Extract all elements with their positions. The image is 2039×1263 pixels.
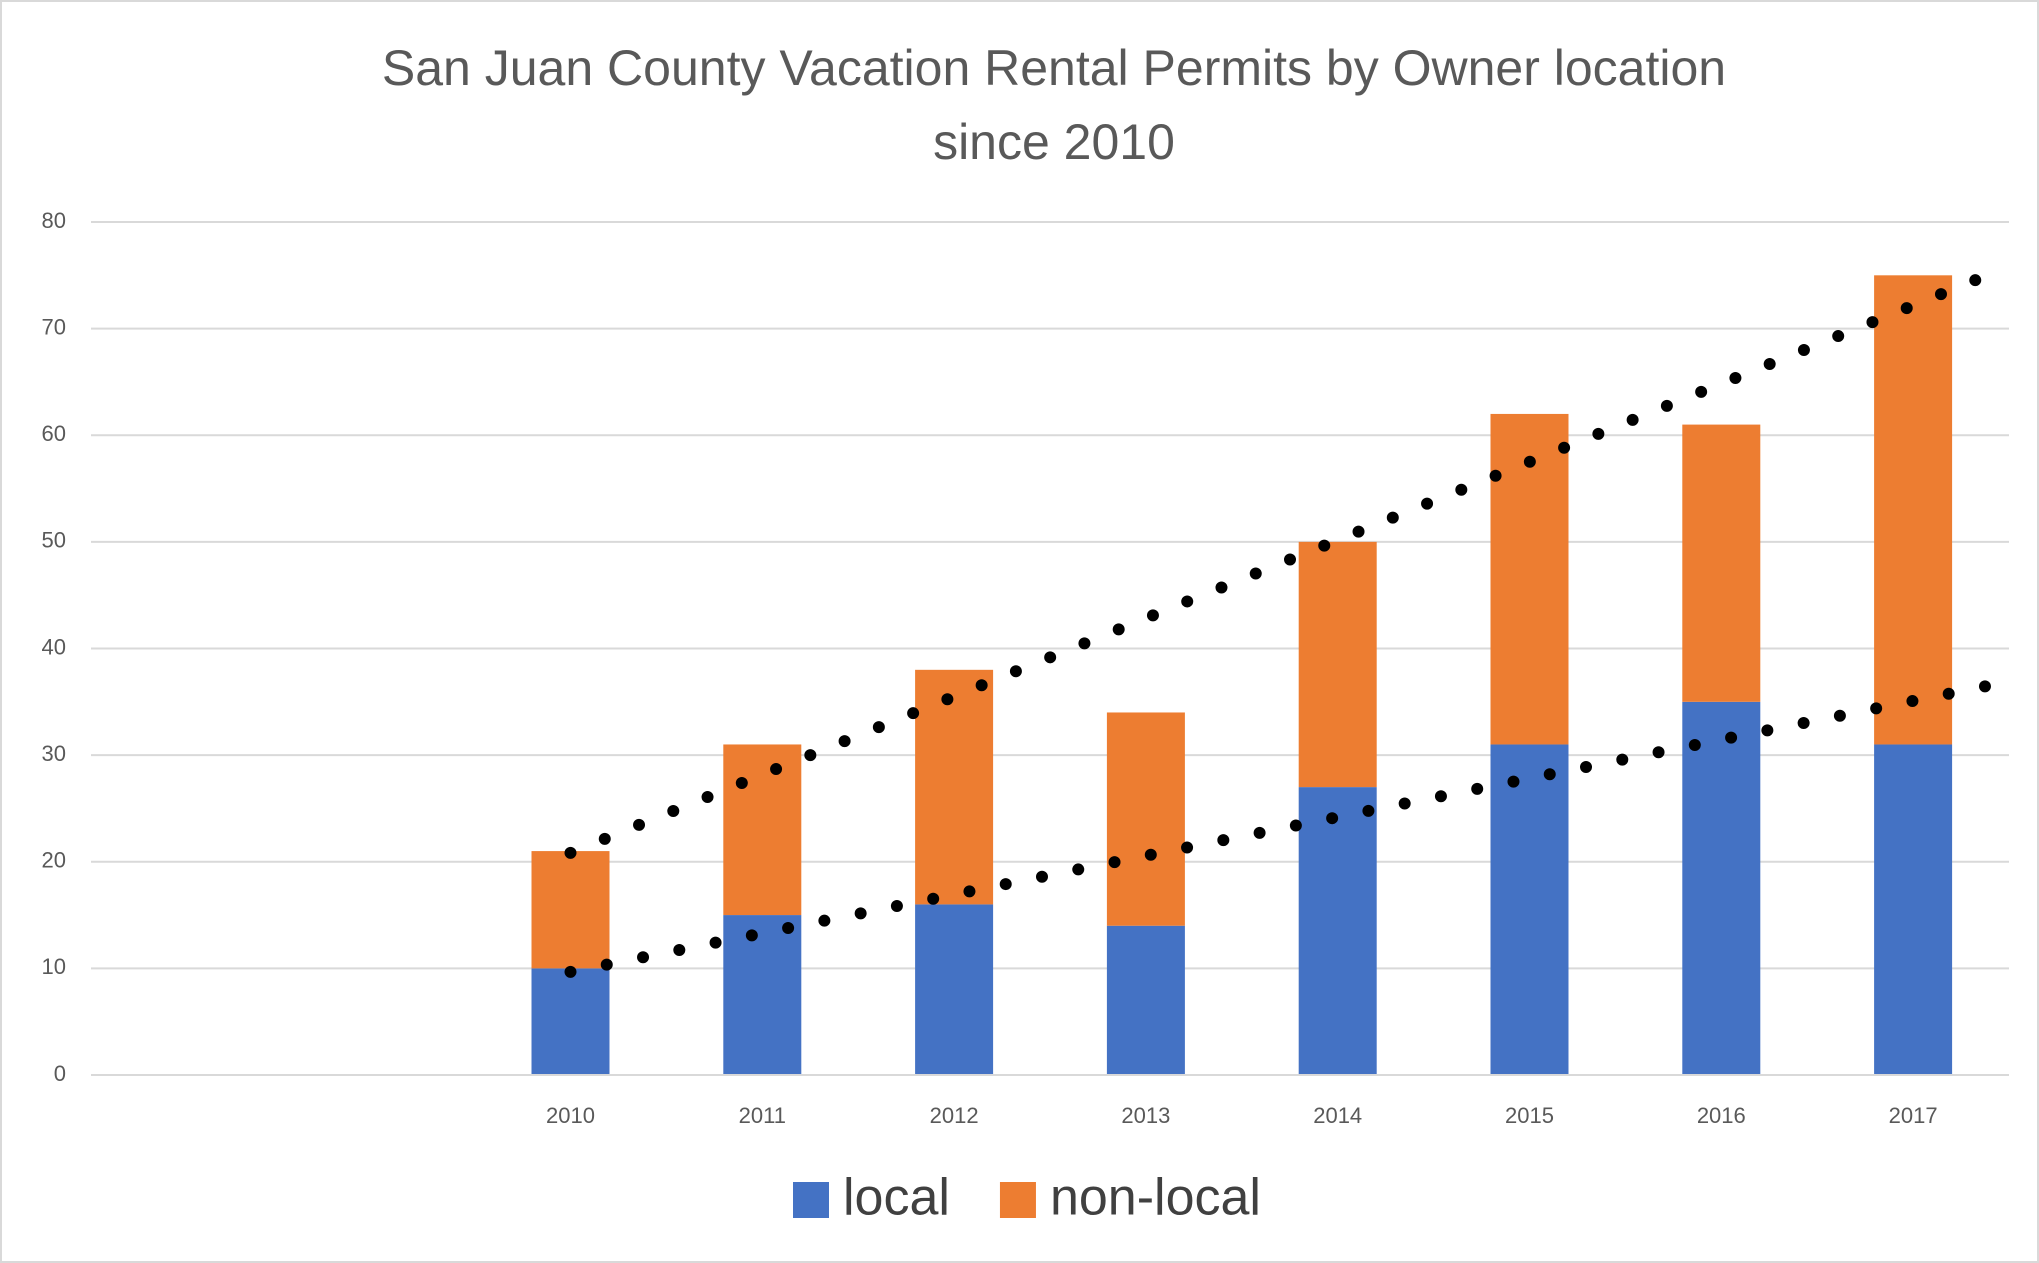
bar xyxy=(723,915,802,1075)
bar xyxy=(1682,424,1761,702)
bar xyxy=(1490,413,1569,745)
chart-subtitle: since 2010 xyxy=(933,114,1175,170)
bar xyxy=(1874,275,1953,745)
x-tick-label: 2011 xyxy=(739,1103,786,1128)
bar xyxy=(1298,787,1377,1075)
bar xyxy=(1490,744,1569,1075)
y-tick-label: 0 xyxy=(54,1061,66,1086)
bar xyxy=(531,968,610,1075)
y-tick-label: 70 xyxy=(42,314,66,339)
bar xyxy=(1682,701,1761,1075)
legend-label: non-local xyxy=(1050,1169,1261,1227)
bar xyxy=(1298,541,1377,788)
x-tick-label: 2014 xyxy=(1313,1103,1362,1128)
bar xyxy=(1874,744,1953,1075)
bar xyxy=(531,851,610,969)
legend-swatch xyxy=(793,1182,829,1218)
x-tick-label: 2016 xyxy=(1697,1103,1746,1128)
y-tick-label: 40 xyxy=(42,634,66,659)
bar xyxy=(915,904,994,1075)
y-tick-label: 30 xyxy=(42,741,66,766)
x-tick-label: 2010 xyxy=(546,1103,595,1128)
y-tick-label: 80 xyxy=(42,208,66,233)
bar xyxy=(915,669,994,905)
y-tick-label: 20 xyxy=(42,848,66,873)
y-tick-label: 60 xyxy=(42,421,66,446)
x-tick-label: 2012 xyxy=(930,1103,979,1128)
bar xyxy=(1106,712,1185,926)
trendline xyxy=(564,264,2006,859)
legend-label: local xyxy=(843,1169,950,1227)
legend-swatch xyxy=(999,1182,1036,1218)
bar xyxy=(723,744,802,916)
chart-title: San Juan County Vacation Rental Permits … xyxy=(382,40,1726,96)
x-tick-label: 2017 xyxy=(1889,1103,1938,1128)
bar xyxy=(1106,925,1185,1075)
y-tick-label: 10 xyxy=(42,954,66,979)
x-tick-label: 2013 xyxy=(1121,1103,1170,1128)
y-tick-label: 50 xyxy=(42,528,66,553)
x-tick-label: 2015 xyxy=(1505,1103,1554,1128)
